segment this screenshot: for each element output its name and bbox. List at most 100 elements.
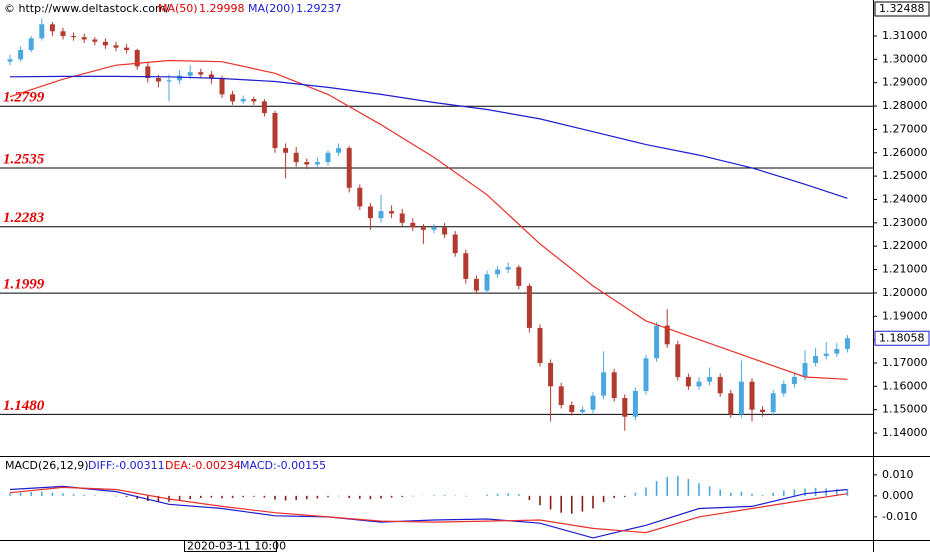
candle-body <box>124 47 130 50</box>
candle-body <box>102 41 108 46</box>
y-tick-label: 1.21000 <box>882 263 928 276</box>
y-tick-label: 1.19000 <box>882 309 928 322</box>
y-tick-label: 1.28000 <box>882 99 928 112</box>
candle-body <box>261 101 267 114</box>
candle-body <box>664 325 670 345</box>
candle-body <box>410 222 416 228</box>
candle-body <box>208 74 214 79</box>
candle-body <box>643 358 649 392</box>
candle-body <box>685 376 691 387</box>
candle-body <box>420 227 426 230</box>
ma50-name: MA(50) <box>158 2 198 15</box>
candle-body <box>505 267 511 270</box>
ma200-value: 1.29237 <box>296 2 342 15</box>
candle-body <box>537 327 543 363</box>
source: © http://www.deltastock.com/ <box>4 2 170 15</box>
candle-body <box>823 353 829 356</box>
candle-body <box>81 37 87 40</box>
candle-body <box>463 253 469 279</box>
candle-body <box>272 113 278 149</box>
ma200-name: MA(200) <box>248 2 295 15</box>
y-tick-label: 1.23000 <box>882 216 928 229</box>
candle-body <box>314 162 320 165</box>
candle-body <box>18 49 24 60</box>
candle-body <box>378 211 384 219</box>
candle-body <box>516 267 522 286</box>
candle-body <box>39 24 45 39</box>
candle-body <box>240 99 246 102</box>
y-tick-label: 1.30000 <box>882 52 928 65</box>
candle-body <box>399 213 405 223</box>
y-tick-label: 0.010 <box>882 468 914 481</box>
candle-body <box>134 49 140 67</box>
candle-body <box>251 99 257 102</box>
candle-body <box>717 376 723 394</box>
candle-body <box>813 355 819 363</box>
candle-body <box>548 362 554 387</box>
macd-diff: DIFF:-0.00311 <box>88 459 165 472</box>
candle-body <box>442 227 448 235</box>
y-tick-label: 1.27000 <box>882 122 928 135</box>
candle-body <box>49 24 55 32</box>
y-tick-label: 1.22000 <box>882 239 928 252</box>
candle-body <box>293 152 299 163</box>
date-label: 2020-03-11 10:00 <box>187 540 286 552</box>
candle-body <box>728 393 734 415</box>
candle-body <box>484 274 490 291</box>
candle-body <box>92 39 98 42</box>
top-label-box <box>874 1 930 17</box>
y-tick-label: 1.20000 <box>882 286 928 299</box>
candle-body <box>495 269 501 275</box>
y-tick-label: -0.010 <box>882 510 917 523</box>
candle-body <box>145 66 151 79</box>
y-tick-label: 1.15000 <box>882 403 928 416</box>
y-tick-label: 1.29000 <box>882 76 928 89</box>
line-series <box>9 75 848 199</box>
level-label: 1.2799 <box>3 90 45 106</box>
y-tick-label: 1.14000 <box>882 426 928 439</box>
candle-body <box>749 381 755 410</box>
y-tick-label: 1.31000 <box>882 29 928 42</box>
candle-body <box>431 227 437 230</box>
candle-body <box>187 72 193 76</box>
candle-body <box>219 78 225 95</box>
level-label: 1.2535 <box>3 151 45 167</box>
candle-body <box>611 372 617 399</box>
candle-body <box>389 211 395 214</box>
candle-body <box>569 405 575 413</box>
candle-body <box>802 362 808 377</box>
last-price-box <box>874 330 930 346</box>
candle-body <box>198 72 204 75</box>
candle-body <box>526 285 532 328</box>
level-label: 1.1999 <box>3 277 45 293</box>
candle-body <box>590 395 596 410</box>
line-series <box>9 59 848 380</box>
candle-body <box>336 148 342 153</box>
candle-body <box>367 206 373 219</box>
candle-body <box>304 162 310 165</box>
level-label: 1.2283 <box>3 210 45 226</box>
candle-body <box>325 152 331 163</box>
macd-dea: DEA:-0.00234 <box>165 459 241 472</box>
candle-body <box>675 344 681 377</box>
candle-body <box>452 234 458 254</box>
y-tick-label: 1.26000 <box>882 146 928 159</box>
level-label: 1.1480 <box>3 398 45 414</box>
candle-body <box>696 381 702 387</box>
candle-body <box>632 391 638 417</box>
candle-body <box>601 372 607 396</box>
candle-body <box>71 35 77 38</box>
candle-body <box>760 409 766 413</box>
candle-body <box>60 31 66 36</box>
y-tick-label: 1.17000 <box>882 356 928 369</box>
candle-body <box>283 148 289 153</box>
line-series <box>9 485 848 539</box>
candle-body <box>738 381 744 415</box>
candle-body <box>346 148 352 188</box>
macd-name: MACD(26,12,9) <box>5 459 89 472</box>
y-tick-label: 1.25000 <box>882 169 928 182</box>
candle-body <box>230 94 236 102</box>
y-tick-label: 1.16000 <box>882 379 928 392</box>
